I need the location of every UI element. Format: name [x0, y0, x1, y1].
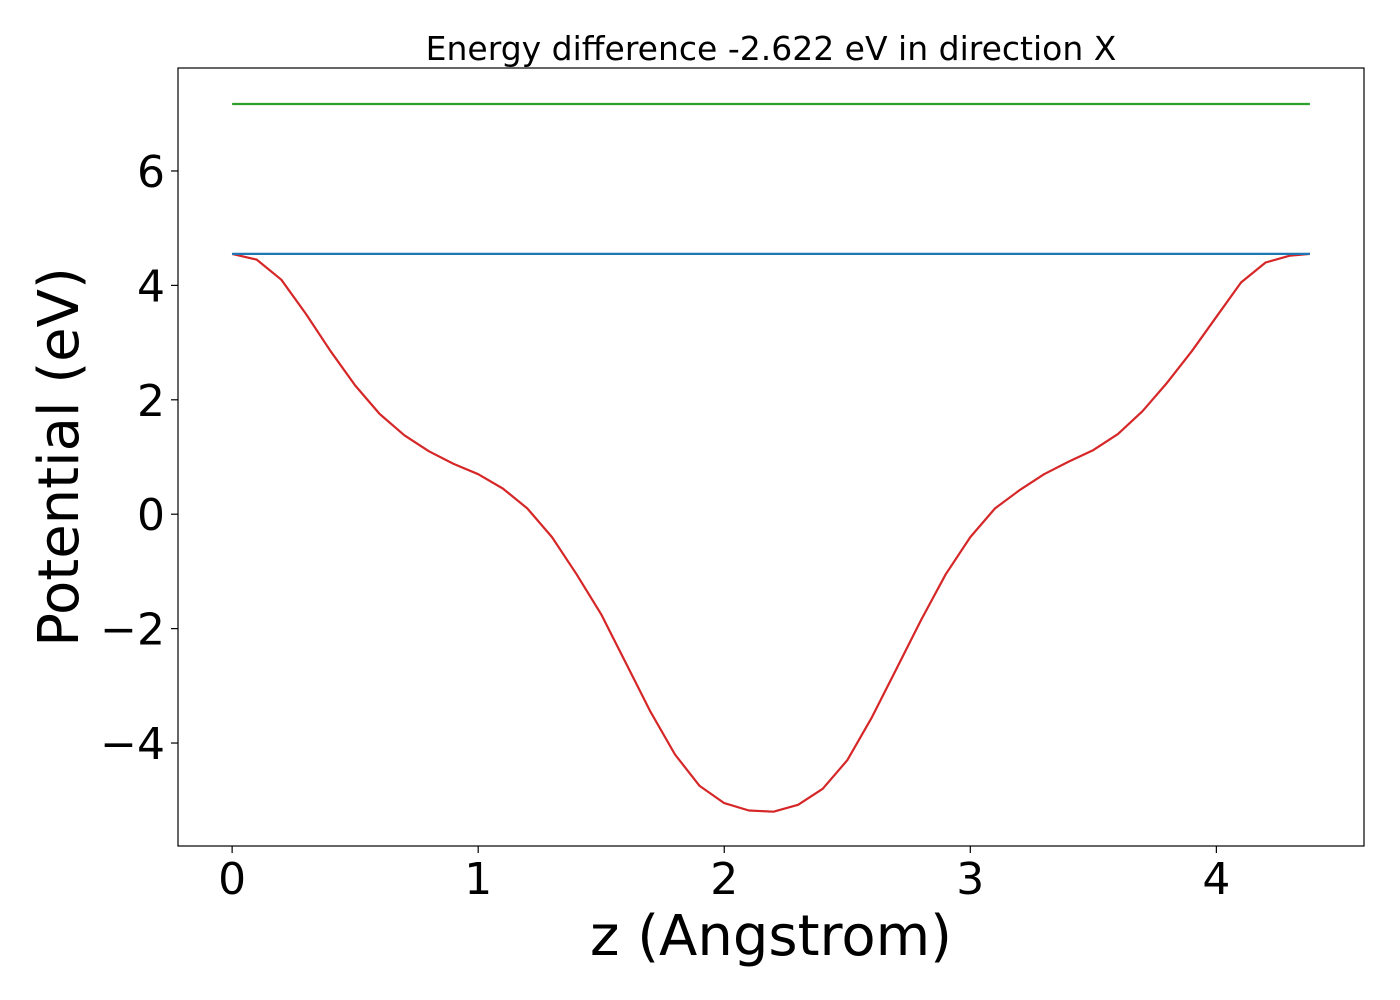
y-axis: −4 −2 0 2 4 6 — [100, 147, 178, 770]
plot-area — [231, 102, 1310, 813]
x-tick-label: 0 — [218, 854, 246, 905]
x-tick-label: 1 — [464, 854, 492, 905]
chart-title: Energy difference -2.622 eV in direction… — [426, 29, 1117, 68]
x-tick-label: 3 — [956, 854, 984, 905]
y-tick-label: −4 — [100, 719, 165, 770]
y-tick-label: −2 — [100, 605, 165, 656]
y-tick-label: 4 — [137, 261, 165, 312]
series-line-0 — [231, 252, 1310, 813]
plot-frame — [177, 67, 1365, 847]
x-tick-label: 2 — [710, 854, 738, 905]
x-axis-label: z (Angstrom) — [590, 904, 952, 969]
y-tick-label: 6 — [137, 147, 165, 198]
x-tick-label: 4 — [1202, 854, 1230, 905]
x-axis: 0 1 2 3 4 — [218, 846, 1230, 905]
y-tick-label: 2 — [137, 376, 165, 427]
y-axis-label: Potential (eV) — [27, 267, 92, 647]
y-tick-label: 0 — [137, 490, 165, 541]
